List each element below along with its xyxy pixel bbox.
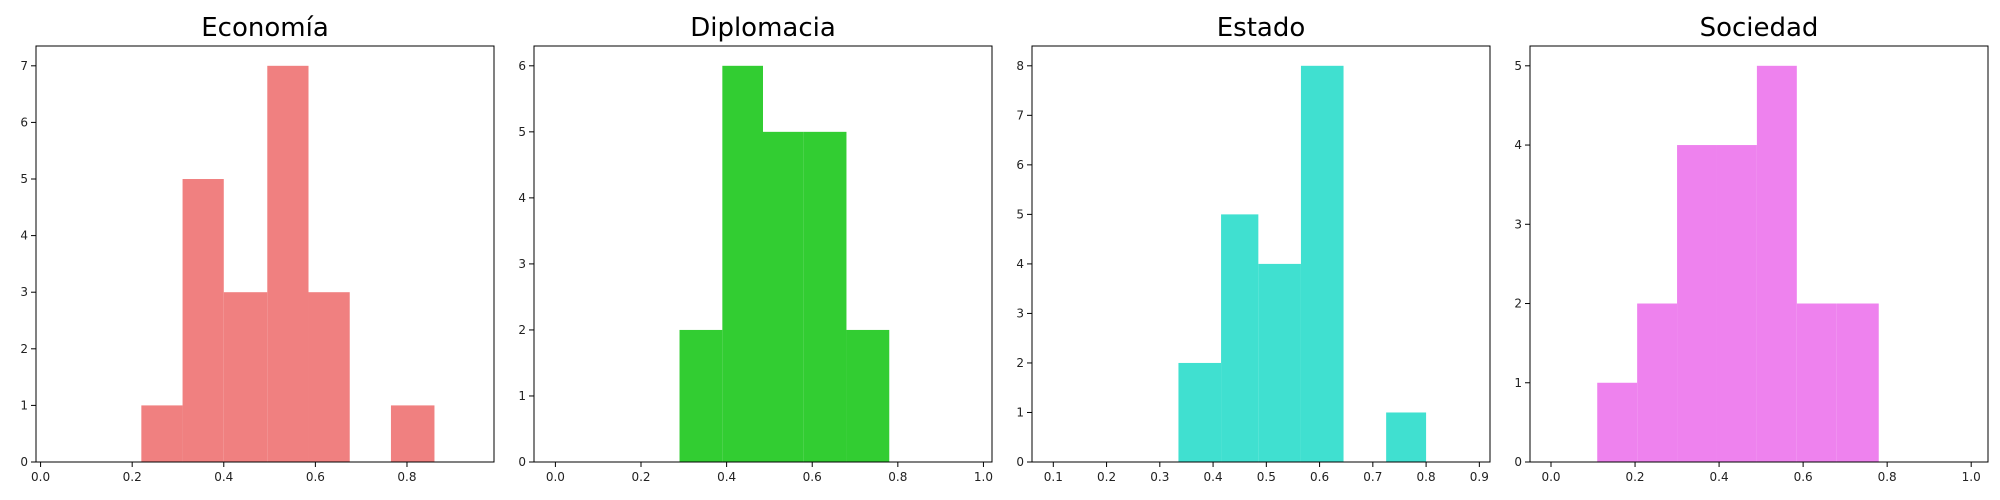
x-tick-label: 0.4 xyxy=(214,470,233,484)
y-tick-label: 7 xyxy=(1016,108,1024,122)
x-tick-label: 0.0 xyxy=(546,470,565,484)
y-tick-label: 6 xyxy=(1016,158,1024,172)
y-tick-label: 3 xyxy=(20,285,28,299)
panel-sociedad: Sociedad 0.0 0.2 0.4 0.6 0.8 1.0 0 1 2 3 4 5 xyxy=(1514,13,1989,484)
y-tick-label: 6 xyxy=(20,115,28,129)
panel-title: Diplomacia xyxy=(690,13,836,43)
y-tick-label: 0 xyxy=(1016,455,1024,469)
y-tick-label: 2 xyxy=(1016,356,1024,370)
histogram-bar xyxy=(1716,145,1757,463)
histogram-bar xyxy=(1796,303,1837,462)
histogram-bar xyxy=(141,405,183,462)
histogram-bar xyxy=(1637,303,1678,462)
y-tick-label: 3 xyxy=(1514,217,1522,231)
y-tick-label: 8 xyxy=(1016,59,1024,73)
x-tick-label: 0.8 xyxy=(1878,470,1897,484)
y-tick-label: 5 xyxy=(1016,207,1024,221)
x-tick-label: 1.0 xyxy=(1962,470,1981,484)
y-tick-label: 4 xyxy=(1016,257,1024,271)
x-tick-label: 0.6 xyxy=(1310,470,1329,484)
y-tick-label: 0 xyxy=(1514,455,1522,469)
x-tick-label: 0.7 xyxy=(1363,470,1382,484)
y-tick-label: 2 xyxy=(518,323,526,337)
x-tick-label: 0.6 xyxy=(803,470,822,484)
histogram-bar xyxy=(223,292,268,462)
histogram-bar xyxy=(803,131,847,462)
y-tick-label: 1 xyxy=(518,389,526,403)
histogram-bar xyxy=(763,131,804,462)
y-tick-label: 4 xyxy=(1514,138,1522,152)
histogram-bar xyxy=(1836,303,1879,462)
panel-title: Economía xyxy=(201,13,329,43)
axes-frame xyxy=(1529,45,1989,463)
y-tick-label: 5 xyxy=(1514,59,1522,73)
x-tick-label: 0.9 xyxy=(1470,470,1489,484)
x-tick-label: 0.0 xyxy=(1541,470,1560,484)
histogram-bar xyxy=(1597,382,1638,462)
x-tick-label: 1.0 xyxy=(974,470,993,484)
y-tick-label: 4 xyxy=(20,229,28,243)
y-tick-label: 5 xyxy=(518,125,526,139)
y-tick-label: 2 xyxy=(20,342,28,356)
x-tick-label: 0.2 xyxy=(1625,470,1644,484)
histogram-bar xyxy=(722,65,763,462)
x-tick-label: 0.4 xyxy=(717,470,736,484)
histogram-bar xyxy=(1178,362,1222,462)
histogram-bar xyxy=(1221,214,1259,462)
histogram-bar xyxy=(1300,65,1344,462)
x-tick-label: 0.2 xyxy=(123,470,142,484)
x-tick-label: 0.2 xyxy=(631,470,650,484)
y-tick-label: 1 xyxy=(20,398,28,412)
x-tick-label: 0.5 xyxy=(1257,470,1276,484)
x-tick-label: 0.1 xyxy=(1044,470,1063,484)
panel-title: Estado xyxy=(1217,13,1306,43)
histogram-bar xyxy=(308,292,350,462)
histogram-bar xyxy=(846,329,890,462)
y-tick-label: 4 xyxy=(518,191,526,205)
histogram-bar xyxy=(679,329,723,462)
x-tick-label: 0.6 xyxy=(306,470,325,484)
x-tick-label: 0.8 xyxy=(1417,470,1436,484)
histogram-bar xyxy=(1756,65,1797,462)
histogram-bar xyxy=(390,405,435,462)
axes-frame xyxy=(35,45,495,463)
histogram-bar xyxy=(1677,145,1717,463)
histogram-bar xyxy=(1386,412,1427,462)
axes-frame xyxy=(533,45,993,463)
y-tick-label: 0 xyxy=(518,455,526,469)
x-tick-label: 0.2 xyxy=(1097,470,1116,484)
y-tick-label: 6 xyxy=(518,59,526,73)
x-tick-label: 0.4 xyxy=(1710,470,1729,484)
x-tick-label: 0.3 xyxy=(1150,470,1169,484)
y-tick-label: 2 xyxy=(1514,297,1522,311)
histogram-bar xyxy=(182,179,224,462)
x-tick-label: 0.4 xyxy=(1204,470,1223,484)
panel-economia: Economía 0.0 0.2 0.4 0.6 0.8 0 1 2 3 4 5 6 7 xyxy=(20,13,495,484)
histogram-bar xyxy=(1258,263,1301,462)
y-tick-label: 1 xyxy=(1016,405,1024,419)
y-tick-label: 0 xyxy=(20,455,28,469)
panel-estado: Estado 0.1 0.2 0.3 0.4 0.5 0.6 0.7 0.8 0.9 0 1 2 3 4 5… xyxy=(1016,13,1491,484)
panel-title: Sociedad xyxy=(1700,13,1819,43)
x-tick-label: 0.6 xyxy=(1794,470,1813,484)
x-tick-label: 0.0 xyxy=(31,470,50,484)
y-tick-label: 3 xyxy=(518,257,526,271)
histogram-bar xyxy=(267,65,309,462)
y-tick-label: 7 xyxy=(20,59,28,73)
axes-frame xyxy=(1031,45,1491,463)
y-tick-label: 1 xyxy=(1514,376,1522,390)
y-tick-label: 3 xyxy=(1016,306,1024,320)
x-tick-label: 0.8 xyxy=(888,470,907,484)
x-tick-label: 0.8 xyxy=(397,470,416,484)
y-tick-label: 5 xyxy=(20,172,28,186)
panel-diplomacia: Diplomacia 0.0 0.2 0.4 0.6 0.8 1.0 0 1 2 3 4 5 6 xyxy=(518,13,993,484)
